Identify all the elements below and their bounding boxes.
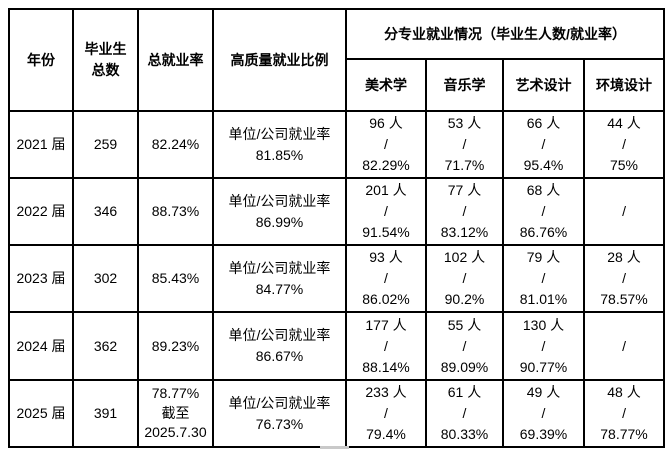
header-major-music: 音乐学 bbox=[425, 58, 504, 112]
cell-major-fine-arts: 233 人/79.4% bbox=[345, 379, 427, 448]
cell-year: 2025 届 bbox=[8, 379, 74, 448]
cell-year: 2024 届 bbox=[8, 311, 74, 381]
cell-major-env-design: 44 人/75% bbox=[582, 110, 666, 179]
cell-major-fine-arts: 96 人/82.29% bbox=[345, 110, 427, 179]
cell-major-art-design: 68 人/86.76% bbox=[502, 177, 585, 246]
cell-overall-rate: 85.43% bbox=[137, 244, 214, 313]
cell-major-fine-arts: 201 人/91.54% bbox=[345, 177, 427, 246]
cell-major-fine-arts: 177 人/88.14% bbox=[345, 311, 427, 381]
cell-major-env-design: 48 人/78.77% bbox=[582, 379, 666, 448]
cell-total-graduates: 346 bbox=[72, 177, 139, 246]
header-row-majors: 美术学 音乐学 艺术设计 环境设计 bbox=[9, 58, 666, 112]
cell-major-env-design: / bbox=[582, 311, 666, 381]
cell-major-music: 77 人/83.12% bbox=[425, 177, 504, 246]
cell-major-art-design: 66 人/95.4% bbox=[502, 110, 585, 179]
cell-year: 2023 届 bbox=[8, 244, 74, 313]
header-row-group: 年份 毕业生 总数 总就业率 高质量就业比例 分专业就业情况（毕业生人数/就业率） bbox=[8, 8, 666, 112]
cell-quality-rate: 单位/公司就业率 76.73% bbox=[212, 379, 347, 448]
cell-major-music: 102 人/90.2% bbox=[425, 244, 504, 313]
cell-quality-rate: 单位/公司就业率 84.77% bbox=[212, 244, 347, 313]
cell-overall-rate: 78.77% 截至 2025.7.30 bbox=[137, 379, 214, 448]
cell-overall-rate: 89.23% bbox=[137, 311, 214, 381]
header-major-env-design: 环境设计 bbox=[582, 58, 666, 112]
cell-overall-rate: 82.24% bbox=[137, 110, 214, 179]
cell-quality-rate: 单位/公司就业率 86.67% bbox=[212, 311, 347, 381]
table-row-2022: 2022 届 346 88.73% 单位/公司就业率 86.99% 201 人/9… bbox=[8, 177, 666, 246]
table-row-2025: 2025 届 391 78.77% 截至 2025.7.30 单位/公司就业率 76.… bbox=[8, 379, 666, 448]
cell-year: 2021 届 bbox=[8, 110, 74, 179]
cell-major-art-design: 130 人/90.77% bbox=[502, 311, 585, 381]
header-high-quality: 高质量就业比例 bbox=[212, 8, 347, 112]
header-major-art-design: 艺术设计 bbox=[502, 58, 585, 112]
header-major-fine-arts: 美术学 bbox=[345, 58, 427, 112]
cell-major-art-design: 79 人/81.01% bbox=[502, 244, 585, 313]
cell-total-graduates: 259 bbox=[72, 110, 139, 179]
cell-total-graduates: 391 bbox=[72, 379, 139, 448]
cell-total-graduates: 362 bbox=[72, 311, 139, 381]
cell-quality-rate: 单位/公司就业率 81.85% bbox=[212, 110, 347, 179]
cell-major-music: 61 人/80.33% bbox=[425, 379, 504, 448]
cell-year: 2022 届 bbox=[8, 177, 74, 246]
resize-handle-artifact bbox=[320, 446, 349, 449]
table-row-2021: 2021 届 259 82.24% 单位/公司就业率 81.85% 96 人/82… bbox=[8, 110, 666, 179]
cell-major-music: 53 人/71.7% bbox=[425, 110, 504, 179]
cell-overall-rate: 88.73% bbox=[137, 177, 214, 246]
cell-quality-rate: 单位/公司就业率 86.99% bbox=[212, 177, 347, 246]
header-by-major-group: 分专业就业情况（毕业生人数/就业率） bbox=[344, 8, 666, 60]
header-year: 年份 bbox=[8, 8, 74, 112]
employment-table: 年份 毕业生 总数 总就业率 高质量就业比例 分专业就业情况（毕业生人数/就业率）… bbox=[8, 8, 666, 448]
header-overall-rate: 总就业率 bbox=[137, 8, 214, 112]
cell-major-env-design: 28 人/78.57% bbox=[582, 244, 666, 313]
cell-major-music: 55 人/89.09% bbox=[425, 311, 504, 381]
header-total-graduates: 毕业生 总数 bbox=[72, 8, 139, 112]
table-row-2023: 2023 届 302 85.43% 单位/公司就业率 84.77% 93 人/86… bbox=[8, 244, 666, 313]
table-row-2024: 2024 届 362 89.23% 单位/公司就业率 86.67% 177 人/8… bbox=[8, 311, 666, 381]
cell-major-fine-arts: 93 人/86.02% bbox=[345, 244, 427, 313]
cell-major-art-design: 49 人/69.39% bbox=[502, 379, 585, 448]
cell-total-graduates: 302 bbox=[72, 244, 139, 313]
cell-major-env-design: / bbox=[582, 177, 666, 246]
